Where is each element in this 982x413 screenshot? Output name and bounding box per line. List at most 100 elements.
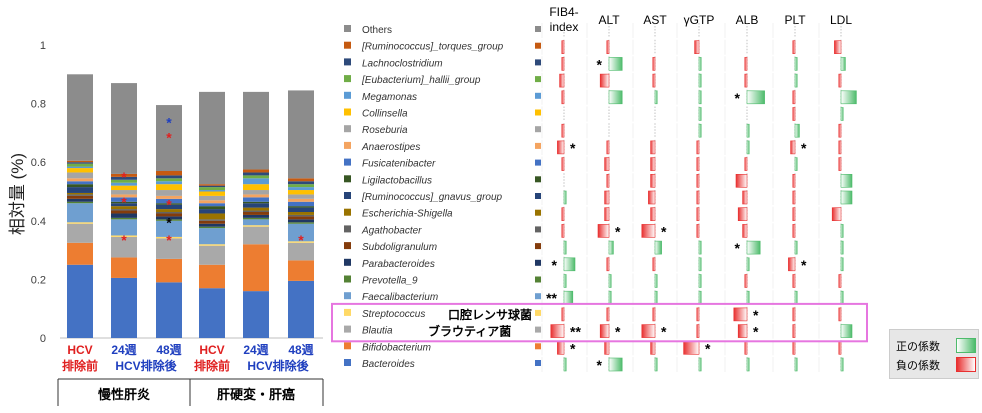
negative-coefficient-bar xyxy=(650,157,656,171)
legend-swatch xyxy=(344,242,351,250)
bar-segment xyxy=(111,219,137,236)
negative-coefficient-bar xyxy=(561,40,565,55)
bar-segment xyxy=(243,190,269,195)
bar-segment xyxy=(243,217,269,220)
bar-segment xyxy=(111,179,137,183)
positive-coefficient-bar xyxy=(563,274,567,288)
bar-segment xyxy=(199,187,225,191)
heat-col-header: AST xyxy=(643,13,667,27)
bar-segment xyxy=(111,176,137,180)
highlight-box xyxy=(331,302,868,343)
negative-coefficient-bar xyxy=(792,340,796,355)
y-tick-label: 0.6 xyxy=(31,157,46,169)
bar-segment xyxy=(243,175,269,179)
legend-swatch xyxy=(344,292,351,300)
bar-segment xyxy=(243,201,269,204)
positive-coefficient-bar xyxy=(840,174,853,188)
bar-segment xyxy=(288,216,314,220)
legend-label: Prevotella_9 xyxy=(362,276,418,287)
negative-coefficient-bar xyxy=(561,57,565,71)
bar-segment xyxy=(156,238,182,259)
bar-segment xyxy=(67,187,93,193)
bar-segment xyxy=(243,169,269,173)
bar-segment xyxy=(288,198,314,202)
coefficient-legend: 正の係数 負の係数 xyxy=(889,329,979,379)
negative-coefficient-bar xyxy=(838,274,842,288)
legend-swatch xyxy=(344,359,351,366)
positive-coefficient-bar xyxy=(563,357,567,372)
negative-coefficient-bar xyxy=(696,157,700,171)
bar-segment xyxy=(288,184,314,188)
negative-coefficient-bar xyxy=(641,324,656,338)
negative-coefficient-bar xyxy=(561,157,565,171)
positive-coefficient-bar xyxy=(840,90,857,105)
heat-col-header: PLT xyxy=(784,13,806,27)
bar-segment xyxy=(111,190,137,195)
negative-coefficient-bar xyxy=(792,224,796,238)
bar-segment xyxy=(67,184,93,188)
positive-coefficient-bar xyxy=(746,290,750,305)
negative-coefficient-bar xyxy=(735,174,748,188)
bar-segment xyxy=(111,210,137,214)
legend-label: [Ruminococcus]_gnavus_group xyxy=(361,192,503,203)
legend-swatch xyxy=(344,175,351,183)
bar-segment xyxy=(199,264,225,289)
negative-coefficient-bar xyxy=(550,324,565,338)
bar-segment xyxy=(156,181,182,185)
legend-swatch xyxy=(344,192,351,199)
bar-segment xyxy=(156,213,182,217)
negative-coefficient-bar xyxy=(838,157,842,171)
bar-segment xyxy=(288,206,314,208)
positive-coefficient-bar xyxy=(698,57,702,71)
heat-significance-marker: * xyxy=(753,324,759,340)
significance-marker: * xyxy=(166,115,172,131)
positive-coefficient-bar xyxy=(608,357,623,372)
bar-segment xyxy=(288,190,314,195)
legend-swatch xyxy=(344,208,351,216)
legend-label: Ligilactobacillus xyxy=(362,175,432,186)
heat-row-swatch xyxy=(535,360,541,366)
positive-coefficient-bar xyxy=(746,140,750,155)
bar-segment xyxy=(67,194,93,196)
significance-marker: * xyxy=(166,197,172,213)
negative-coefficient-bar xyxy=(650,340,656,355)
bar-segment xyxy=(156,204,182,210)
negative-coefficient-bar xyxy=(648,190,656,205)
bar-segment xyxy=(111,257,137,278)
bar-segment xyxy=(156,216,182,220)
positive-coefficient-bar xyxy=(654,357,658,372)
negative-coefficient-bar xyxy=(561,224,565,238)
negative-coefficient-bar xyxy=(599,324,610,338)
bar-segment xyxy=(199,190,225,192)
positive-coefficient-bar xyxy=(746,90,765,105)
heat-significance-marker: * xyxy=(735,240,741,256)
positive-coefficient-bar xyxy=(654,240,662,255)
y-tick-label: 0.8 xyxy=(31,99,46,111)
negative-coefficient-bar xyxy=(652,73,656,88)
bar-segment xyxy=(67,264,93,338)
negative-coefficient-bar xyxy=(696,190,700,205)
bar-segment xyxy=(111,83,137,174)
heat-row-swatch xyxy=(535,126,541,133)
positive-coefficient-bar xyxy=(746,357,750,372)
bar-segment xyxy=(243,219,269,226)
bar-segment xyxy=(67,222,93,224)
legend-swatch xyxy=(344,325,351,333)
bar-segment xyxy=(199,288,225,338)
negative-coefficient-bar xyxy=(597,224,610,238)
heat-row-swatch xyxy=(535,142,541,149)
positive-coefficient-bar xyxy=(840,107,844,121)
negative-coefficient-bar xyxy=(744,340,748,355)
bar-segment xyxy=(243,214,269,218)
heat-row-swatch xyxy=(535,243,541,250)
x-tick-label-line2: HCV排除後 xyxy=(247,358,309,373)
x-tick-label-line1: HCV xyxy=(199,343,224,357)
x-tick-label-line1: 24週 xyxy=(243,342,268,357)
bar-segment xyxy=(199,244,225,246)
x-tick-label-line1: 48週 xyxy=(288,342,313,357)
positive-coefficient-bar xyxy=(698,73,702,88)
heat-col-header: FIB4- xyxy=(549,5,578,19)
bar-segment xyxy=(67,168,93,173)
bar-segment xyxy=(288,260,314,281)
